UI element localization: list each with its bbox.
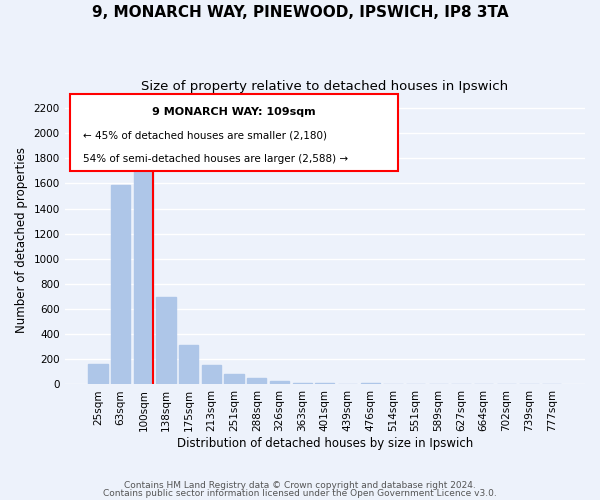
Bar [293, 383, 312, 384]
Bar [202, 365, 221, 384]
Text: Contains public sector information licensed under the Open Government Licence v3: Contains public sector information licen… [103, 489, 497, 498]
Bar [247, 378, 266, 384]
Bar [134, 164, 153, 384]
Text: Contains HM Land Registry data © Crown copyright and database right 2024.: Contains HM Land Registry data © Crown c… [124, 480, 476, 490]
Bar [111, 184, 130, 384]
Bar [270, 380, 289, 384]
X-axis label: Distribution of detached houses by size in Ipswich: Distribution of detached houses by size … [177, 437, 473, 450]
Bar [361, 383, 380, 384]
FancyBboxPatch shape [70, 94, 398, 170]
Title: Size of property relative to detached houses in Ipswich: Size of property relative to detached ho… [141, 80, 508, 93]
Y-axis label: Number of detached properties: Number of detached properties [15, 147, 28, 333]
Bar [224, 374, 244, 384]
Text: 54% of semi-detached houses are larger (2,588) →: 54% of semi-detached houses are larger (… [83, 154, 348, 164]
Bar [179, 345, 199, 385]
Bar [315, 382, 334, 384]
Text: 9, MONARCH WAY, PINEWOOD, IPSWICH, IP8 3TA: 9, MONARCH WAY, PINEWOOD, IPSWICH, IP8 3… [92, 5, 508, 20]
Text: ← 45% of detached houses are smaller (2,180): ← 45% of detached houses are smaller (2,… [83, 131, 327, 141]
Text: 9 MONARCH WAY: 109sqm: 9 MONARCH WAY: 109sqm [152, 107, 316, 117]
Bar [157, 296, 176, 384]
Bar [88, 364, 107, 384]
